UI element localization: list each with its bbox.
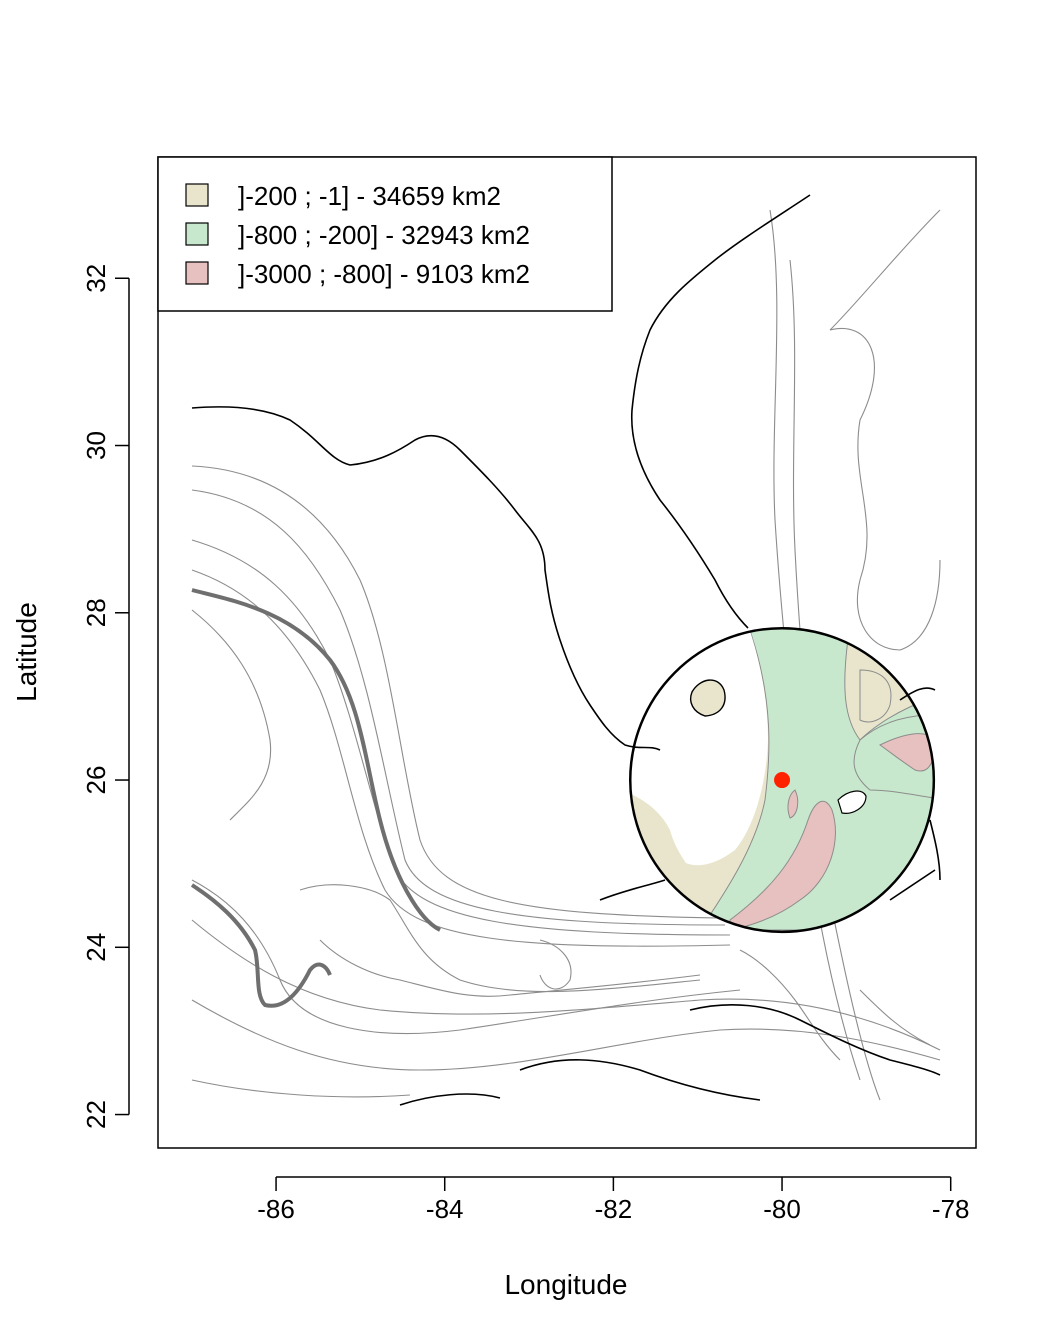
- isobath-line: [739, 949, 841, 1061]
- coastline-segment: [191, 406, 661, 751]
- isobath-line: [191, 489, 726, 926]
- legend-swatch: [185, 222, 209, 246]
- coastline-segment: [689, 1004, 941, 1076]
- y-tick-label: 30: [81, 431, 111, 460]
- isobath-line: [829, 209, 941, 331]
- y-tick-label: 22: [81, 1100, 111, 1129]
- escarpment-line: [191, 588, 441, 932]
- coastline-segment: [889, 869, 936, 901]
- x-tick-label: -78: [932, 1194, 970, 1224]
- isobath-line: [191, 879, 741, 1034]
- center-point: [774, 772, 791, 789]
- coastline-segment: [399, 1093, 501, 1106]
- y-tick-label: 24: [81, 933, 111, 962]
- x-axis-label: Longitude: [504, 1269, 627, 1300]
- legend-box: [157, 156, 613, 312]
- coastline-segment: [599, 879, 666, 901]
- x-axis: -86 -84 -82 -80 -78: [257, 1176, 970, 1224]
- isobath-line: [829, 328, 941, 651]
- buffer-circle: [628, 626, 936, 934]
- isobath-line: [299, 884, 701, 993]
- isobath-line: [191, 1079, 411, 1098]
- coastline-segment: [899, 687, 936, 701]
- legend: ]-200 ; -1] - 34659 km2 ]-800 ; -200] - …: [157, 156, 613, 312]
- isobath-line: [191, 999, 941, 1071]
- bahama-island: [837, 790, 867, 814]
- bahama-bank-north: [859, 669, 892, 723]
- zone-deep-small: [787, 789, 799, 819]
- y-axis-label: Latitude: [11, 602, 42, 702]
- zone-deep-east: [879, 733, 934, 772]
- isobath-line: [191, 465, 721, 919]
- lake-okeechobee: [689, 679, 726, 717]
- y-tick-label: 32: [81, 264, 111, 293]
- x-tick-label: -84: [426, 1194, 464, 1224]
- legend-entry-label: ]-3000 ; -800] - 9103 km2: [238, 259, 530, 289]
- legend-swatch: [185, 261, 209, 285]
- legend-swatch: [185, 183, 209, 207]
- coastline-segment: [519, 1059, 761, 1101]
- coastline: [191, 194, 941, 1106]
- y-tick-label: 26: [81, 766, 111, 795]
- isobath-line: [191, 609, 272, 821]
- escarpment-line: [190, 883, 332, 1008]
- isobath-lines: [190, 209, 941, 1101]
- isobath-line: [191, 919, 941, 1051]
- coastline-segment: [630, 194, 811, 629]
- isobath-line: [319, 939, 701, 997]
- x-tick-label: -86: [257, 1194, 295, 1224]
- isobath-line: [539, 939, 572, 990]
- y-axis: 22 24 26 28 30 32: [81, 264, 130, 1129]
- y-tick-label: 28: [81, 598, 111, 627]
- zone-deep: [729, 800, 836, 931]
- isobath-line: [191, 569, 731, 947]
- x-tick-label: -80: [763, 1194, 801, 1224]
- isobath-line: [859, 989, 931, 1046]
- coastline-segment: [929, 819, 941, 881]
- x-tick-label: -82: [595, 1194, 633, 1224]
- legend-entry-label: ]-800 ; -200] - 32943 km2: [238, 220, 530, 250]
- legend-entry-label: ]-200 ; -1] - 34659 km2: [238, 181, 501, 211]
